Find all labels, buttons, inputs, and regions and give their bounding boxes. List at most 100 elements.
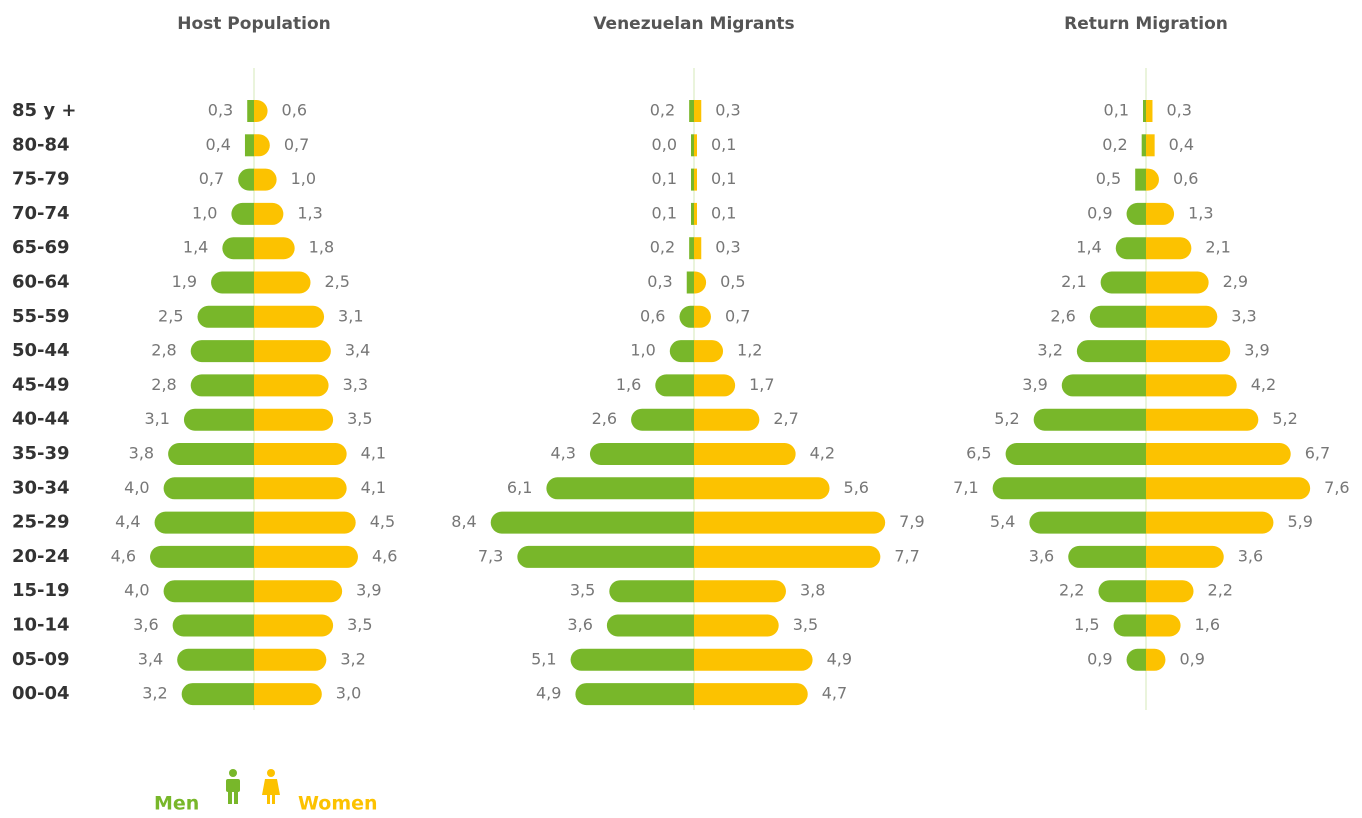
age-label: 55-59 [12, 306, 70, 327]
bar [254, 408, 334, 431]
value-label: 2,8 [151, 341, 176, 360]
bar [655, 374, 694, 397]
bar [669, 340, 694, 363]
age-label: 65-69 [12, 237, 70, 258]
bar [163, 580, 254, 603]
value-label: 1,9 [172, 272, 197, 291]
age-label: 75-79 [12, 169, 70, 190]
value-label: 5,9 [1287, 512, 1312, 531]
bar [168, 443, 254, 465]
bar [254, 100, 268, 122]
bar [689, 237, 694, 260]
age-label: 10-14 [12, 615, 70, 636]
age-label: 50-44 [12, 340, 70, 361]
bar [163, 477, 254, 500]
value-label: 0,1 [652, 203, 677, 222]
bar [244, 134, 254, 157]
chart-title: Return Migration [1064, 14, 1228, 34]
bar [694, 443, 796, 465]
value-label: 0,1 [652, 169, 677, 188]
value-label: 3,4 [138, 649, 163, 668]
value-label: 5,1 [531, 649, 556, 668]
bar [1146, 580, 1194, 603]
value-label: 2,2 [1208, 581, 1233, 600]
value-label: 7,1 [953, 478, 978, 497]
value-label: 1,8 [309, 238, 334, 257]
age-label: 70-74 [12, 203, 70, 224]
bar [254, 237, 295, 260]
bar [247, 100, 254, 122]
value-label: 0,2 [650, 101, 675, 120]
bar [1146, 100, 1153, 122]
value-label: 6,5 [966, 444, 991, 463]
bar [679, 305, 694, 328]
value-label: 8,4 [451, 512, 476, 531]
bar [1068, 545, 1146, 568]
bar [694, 168, 697, 191]
bar [694, 408, 760, 431]
value-label: 0,1 [711, 169, 736, 188]
value-label: 3,3 [1231, 306, 1256, 325]
value-label: 0,3 [715, 101, 740, 120]
bar [694, 100, 702, 122]
bar [589, 443, 694, 465]
age-label: 05-09 [12, 649, 70, 670]
bar [694, 580, 786, 603]
value-label: 0,2 [650, 238, 675, 257]
value-label: 1,3 [297, 203, 322, 222]
bar [1029, 511, 1146, 534]
age-label: 25-29 [12, 512, 70, 533]
bar [631, 408, 694, 431]
bar [177, 648, 254, 671]
bar [694, 340, 724, 363]
value-label: 1,7 [749, 375, 774, 394]
value-label: 7,6 [1324, 478, 1349, 497]
bar [1146, 408, 1259, 431]
value-label: 4,9 [536, 684, 561, 703]
value-label: 1,0 [291, 169, 316, 188]
bar [222, 237, 254, 260]
bar [689, 100, 694, 122]
value-label: 4,0 [124, 581, 149, 600]
value-label: 0,3 [647, 272, 672, 291]
value-label: 0,9 [1179, 649, 1204, 668]
value-label: 7,9 [899, 512, 924, 531]
bar [1126, 202, 1146, 225]
bar [254, 340, 331, 363]
value-label: 3,2 [142, 684, 167, 703]
bar [694, 305, 711, 328]
value-label: 3,5 [347, 409, 372, 428]
value-label: 2,2 [1059, 581, 1084, 600]
bar [1126, 648, 1146, 671]
value-label: 4,1 [361, 478, 386, 497]
value-label: 4,5 [370, 512, 395, 531]
value-label: 1,0 [192, 203, 217, 222]
bar [1061, 374, 1146, 397]
bar [1146, 374, 1237, 397]
bar [254, 168, 277, 191]
legend-women: Women [298, 793, 378, 815]
value-label: 4,1 [361, 444, 386, 463]
bar [211, 271, 254, 294]
value-label: 3,6 [567, 615, 592, 634]
value-label: 0,3 [715, 238, 740, 257]
value-label: 0,3 [208, 101, 233, 120]
value-label: 3,9 [356, 581, 381, 600]
bar [517, 545, 694, 568]
bar [1146, 443, 1291, 465]
bar [694, 683, 808, 706]
bar [570, 648, 694, 671]
bar [1033, 408, 1146, 431]
value-label: 3,2 [1037, 341, 1062, 360]
value-label: 5,6 [844, 478, 869, 497]
bar [694, 271, 707, 294]
value-label: 2,9 [1223, 272, 1248, 291]
bar [150, 545, 254, 568]
bar [254, 580, 343, 603]
bar [181, 683, 254, 706]
bar [1146, 545, 1224, 568]
value-label: 2,6 [592, 409, 617, 428]
value-label: 1,4 [1076, 238, 1101, 257]
bar [1113, 614, 1146, 637]
bar [1076, 340, 1146, 363]
